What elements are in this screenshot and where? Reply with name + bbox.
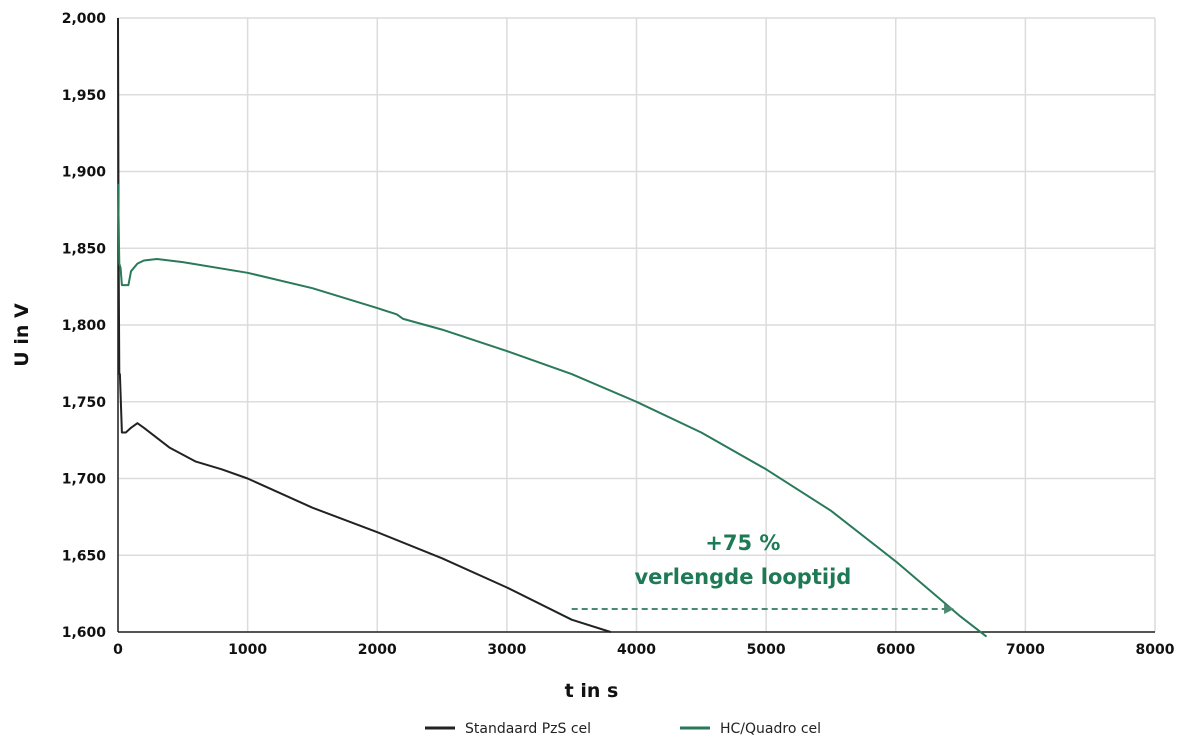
series-line-1 (117, 17, 611, 633)
annotation-arrowhead (944, 603, 955, 614)
annotation-line-1: +75 % (705, 531, 780, 555)
x-tick-label: 8000 (1136, 642, 1175, 658)
legend-label-2: HC/Quadro cel (720, 721, 821, 737)
y-axis-title: U in V (11, 303, 33, 367)
y-tick-label: 1,700 (62, 472, 107, 488)
y-tick-label: 1,650 (62, 548, 107, 564)
series-lines (117, 17, 988, 638)
annotation: +75 % verlengde looptijd (571, 531, 955, 614)
y-tick-label: 2,000 (62, 11, 107, 27)
y-tick-label: 1,800 (62, 318, 107, 334)
x-axis-title: t in s (565, 680, 619, 702)
x-tick-label: 3000 (487, 642, 526, 658)
y-tick-label: 1,900 (62, 165, 107, 181)
x-tick-labels: 0 1000 2000 3000 4000 5000 6000 7000 8000 (113, 642, 1175, 658)
x-tick-label: 1000 (228, 642, 267, 658)
y-tick-labels: 1,600 1,650 1,700 1,750 1,800 1,850 1,900 1,950… (62, 11, 107, 641)
x-tick-label: 5000 (747, 642, 786, 658)
legend: Standaard PzS cel HC/Quadro cel (425, 721, 821, 737)
y-tick-label: 1,850 (62, 241, 107, 257)
legend-label-1: Standaard PzS cel (465, 721, 591, 737)
x-tick-label: 2000 (358, 642, 397, 658)
x-tick-label: 6000 (876, 642, 915, 658)
x-tick-label: 7000 (1006, 642, 1045, 658)
annotation-line-2: verlengde looptijd (634, 565, 851, 589)
y-tick-label: 1,950 (62, 88, 107, 104)
y-tick-label: 1,750 (62, 395, 107, 411)
x-tick-label: 0 (113, 642, 123, 658)
grid (117, 17, 1156, 633)
series-line-2 (117, 183, 988, 638)
y-tick-label: 1,600 (62, 625, 107, 641)
x-tick-label: 4000 (617, 642, 656, 658)
